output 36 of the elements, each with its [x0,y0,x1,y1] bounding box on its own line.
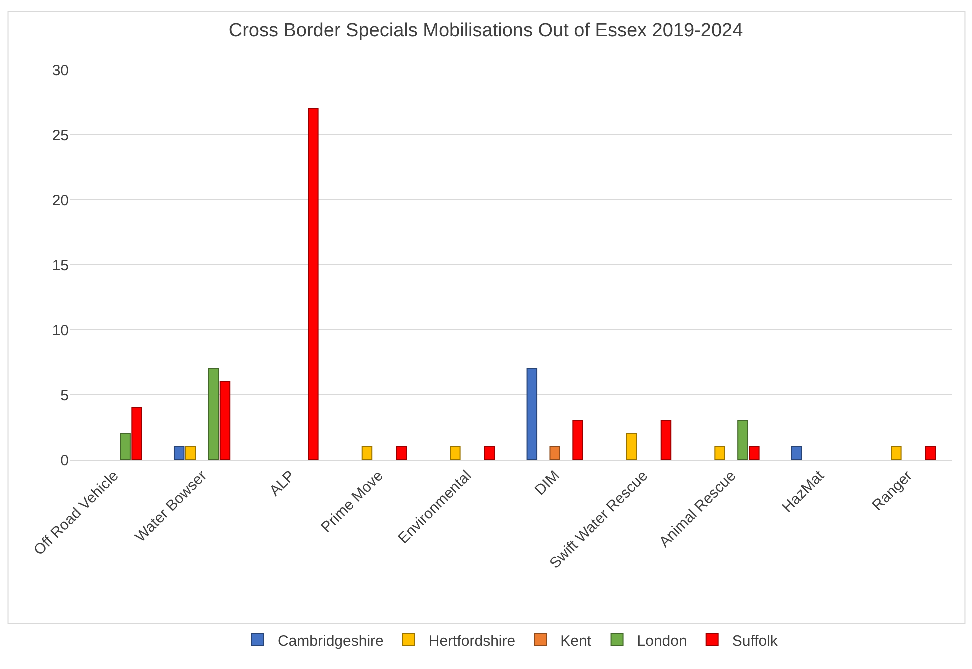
bar [208,368,220,460]
bar [185,446,196,460]
bar [362,446,373,460]
bar [660,420,672,460]
bar [396,446,408,460]
chart-title: Cross Border Specials Mobilisations Out of Essex 2019-2024 [228,20,744,42]
bar [572,420,584,460]
bar [626,434,638,460]
bar [174,446,185,460]
legend-label: Kent [560,632,592,650]
y-tick-label: 25 [52,127,69,144]
legend-label: Hertfordshire [428,632,516,650]
y-tick-label: 5 [60,387,69,404]
bar [308,108,319,460]
bar [450,446,461,460]
y-tick-label: 20 [52,192,69,210]
bar [791,446,802,460]
bar [749,446,760,460]
y-tick-label: 15 [52,257,69,274]
legend-label: Suffolk [732,632,778,650]
bar [714,446,726,460]
bar [220,382,231,460]
x-tick-label: DIM [532,468,564,500]
bar [120,434,131,460]
bar [925,446,936,460]
bar [526,368,538,460]
bar [738,420,748,460]
y-tick-label: 10 [52,322,69,340]
y-tick-label: 30 [52,62,69,80]
legend-label: Cambridgeshire [278,632,384,650]
y-tick-label: 0 [60,452,69,470]
bar [484,446,496,460]
bar [132,408,142,460]
bar [891,446,902,460]
legend-label: London [637,632,688,650]
bar [550,446,560,460]
